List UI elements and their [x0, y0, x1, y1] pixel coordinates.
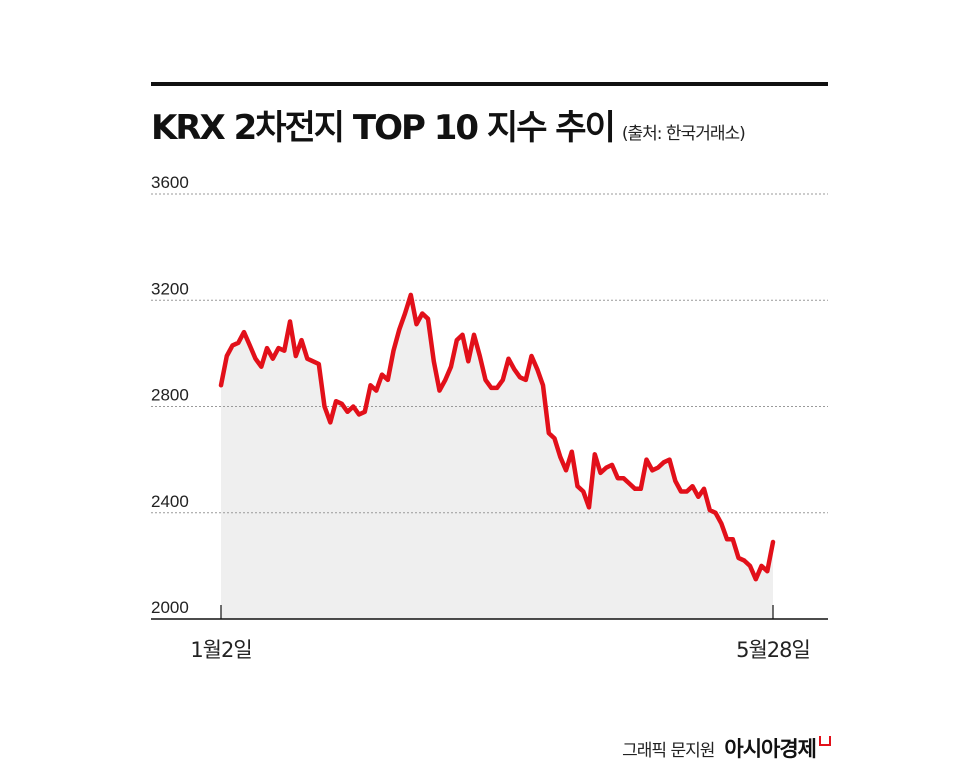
x-tick-label-end: 5월28일 — [736, 638, 810, 662]
chart-source: (출처: 한국거래소) — [621, 124, 746, 144]
brand-mark-icon — [819, 736, 831, 746]
title-row: KRX 2차전지 TOP 10 지수 추이 (출처: 한국거래소) — [151, 100, 746, 149]
footer: 그래픽 문지원 아시아경제 — [622, 733, 831, 763]
chart-title: KRX 2차전지 TOP 10 지수 추이 — [151, 108, 616, 148]
x-tick-label-start: 1월2일 — [190, 638, 251, 662]
y-tick-label: 3600 — [151, 173, 189, 192]
area-fill — [221, 294, 773, 619]
brand-logo: 아시아경제 — [724, 737, 817, 761]
top-rule — [151, 82, 828, 86]
y-tick-label: 3200 — [151, 279, 189, 298]
graphic-credit: 그래픽 문지원 — [622, 741, 715, 761]
y-tick-label: 2800 — [151, 386, 189, 405]
series-line — [218, 292, 776, 582]
y-tick-label: 2000 — [151, 598, 189, 617]
y-tick-label: 2400 — [151, 492, 189, 511]
